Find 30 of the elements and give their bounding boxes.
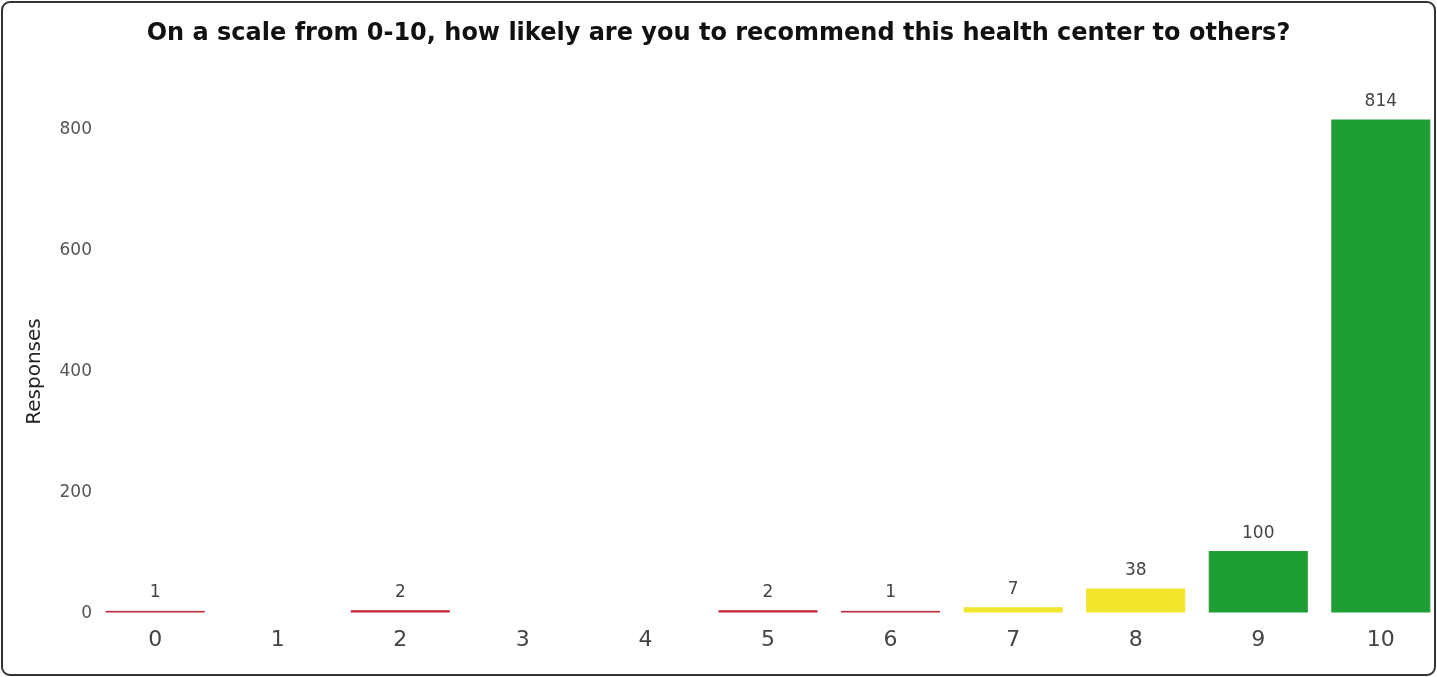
x-tick-label: 4 [638, 626, 653, 651]
data-label: 814 [1364, 90, 1398, 110]
data-label: 1 [149, 581, 161, 602]
bar [1086, 588, 1186, 613]
x-tick-label: 5 [761, 626, 775, 651]
bar [963, 607, 1063, 613]
data-label: 100 [1242, 521, 1275, 542]
data-label: 7 [1007, 577, 1019, 598]
y-tick-label: 800 [59, 118, 92, 139]
y-tick-label: 200 [59, 481, 92, 502]
y-axis-title: Responses [21, 318, 45, 425]
x-tick-label: 8 [1128, 626, 1143, 651]
x-tick-label: 0 [148, 626, 163, 651]
x-tick-label: 9 [1251, 626, 1266, 651]
bar [1208, 551, 1308, 613]
x-tick-label: 2 [393, 626, 408, 651]
bar [1331, 119, 1431, 613]
data-label: 38 [1124, 559, 1147, 580]
x-tick-label: 7 [1006, 626, 1021, 651]
chart-title: On a scale from 0-10, how likely are you to recommend this health center to others? [146, 18, 1291, 46]
y-tick-label: 400 [59, 360, 92, 381]
y-tick-label: 600 [59, 239, 92, 260]
x-tick-label: 3 [515, 626, 530, 651]
x-tick-label: 6 [883, 626, 898, 651]
data-label: 2 [762, 580, 774, 601]
y-tick-label: 0 [81, 602, 92, 622]
data-label: 2 [394, 580, 406, 601]
x-tick-label: 1 [270, 626, 285, 651]
data-label: 1 [885, 581, 896, 602]
x-tick-label: 10 [1366, 626, 1395, 651]
